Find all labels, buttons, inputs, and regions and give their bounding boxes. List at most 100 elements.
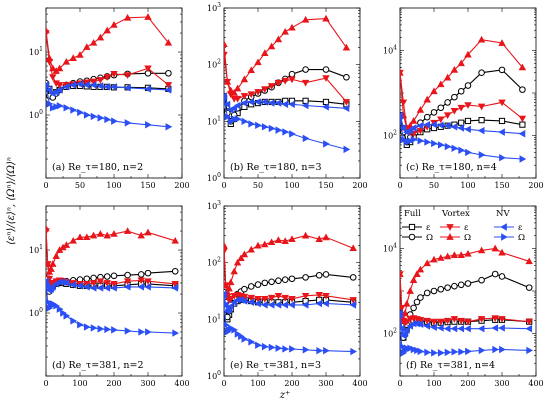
data-point: [82, 81, 90, 89]
legend-symbol-label: ε: [518, 223, 523, 233]
data-point: [302, 274, 309, 281]
plot-frame: [223, 7, 361, 179]
data-point: [478, 276, 485, 284]
legend-marker: [408, 233, 416, 241]
data-point: [275, 344, 283, 352]
legend-marker: [408, 223, 416, 231]
y-tick-label: 100: [29, 307, 43, 318]
data-point: [437, 318, 445, 326]
data-point: [89, 81, 97, 89]
data-point: [49, 300, 57, 308]
x-tick-label: 50: [75, 181, 85, 190]
data-point: [464, 117, 472, 125]
data-point: [437, 80, 445, 88]
data-point: [518, 115, 527, 123]
data-point: [416, 121, 424, 130]
data-point: [450, 107, 459, 115]
data-point: [281, 294, 289, 302]
data-point: [111, 326, 118, 334]
data-point: [248, 120, 256, 128]
data-point: [48, 283, 56, 291]
data-point: [400, 68, 404, 76]
data-point: [413, 270, 421, 277]
data-point: [525, 284, 533, 291]
data-point: [237, 254, 245, 262]
chart-panel-a: 0 50 100 150 200 100 101 (a) Re_τ=180, n=2: [29, 7, 190, 190]
data-point: [289, 345, 296, 353]
data-point: [464, 102, 472, 109]
data-point: [323, 346, 330, 355]
data-point: [406, 287, 414, 294]
data-point: [499, 154, 506, 162]
data-point: [400, 135, 408, 144]
data-point: [406, 121, 414, 129]
data-point: [103, 231, 111, 239]
data-point: [400, 124, 407, 132]
x-tick-label: 0: [43, 181, 48, 190]
data-point: [90, 112, 98, 121]
x-tick-label: 100: [72, 379, 87, 388]
data-point: [464, 50, 472, 58]
data-point: [261, 123, 269, 131]
data-point: [171, 237, 179, 244]
data-point: [281, 276, 289, 284]
data-point: [49, 64, 57, 72]
data-point: [430, 120, 437, 129]
data-point: [46, 82, 50, 88]
y-tick-label: 101: [29, 244, 43, 255]
y-tick-label: 100: [207, 172, 221, 183]
data-point: [255, 341, 262, 349]
x-tick-label: 100: [426, 379, 441, 388]
data-point: [260, 98, 268, 106]
panel-label: (b) Re_τ=180, n=3: [230, 162, 322, 173]
data-point: [498, 117, 506, 125]
panel-label: (d) Re_τ=381, n=2: [52, 360, 144, 371]
data-point: [49, 74, 57, 81]
data-point: [430, 323, 437, 331]
x-tick-label: 150: [318, 181, 333, 190]
legend-symbol-label: ε: [464, 223, 469, 233]
y-tick-label: 103: [207, 2, 221, 13]
data-point: [224, 321, 230, 328]
data-point: [227, 86, 235, 94]
data-point: [240, 75, 249, 83]
chart-panel-b: 0 50 100 150 200 100 101 102 103 (b) Re_τ=180, n=…: [207, 2, 368, 190]
data-point: [145, 121, 152, 129]
data-point: [247, 245, 255, 253]
data-point: [241, 117, 249, 126]
data-point: [417, 347, 425, 356]
data-point: [322, 75, 330, 82]
x-tick-label: 200: [460, 379, 475, 388]
data-point: [46, 26, 50, 34]
data-point: [267, 83, 276, 90]
data-point: [49, 260, 57, 267]
data-point: [261, 49, 269, 56]
data-point: [423, 113, 431, 121]
data-point: [498, 39, 506, 46]
data-point: [62, 241, 71, 248]
data-point: [83, 233, 91, 241]
data-point: [82, 283, 90, 291]
data-point: [145, 328, 152, 336]
data-point: [268, 278, 275, 286]
y-tick-label: 101: [207, 115, 221, 126]
x-tick-label: 0: [43, 379, 48, 388]
data-point: [430, 109, 438, 116]
data-point: [230, 267, 238, 275]
data-point: [83, 43, 91, 50]
data-point: [323, 140, 330, 148]
data-point: [526, 346, 534, 355]
data-point: [491, 244, 499, 252]
data-point: [83, 111, 91, 119]
y-tick-label: 104: [383, 45, 397, 56]
data-point: [171, 267, 179, 275]
legend-symbol-label: Ω: [426, 233, 433, 243]
data-point: [261, 279, 269, 287]
data-point: [281, 77, 289, 85]
data-point: [409, 276, 418, 284]
data-point: [450, 251, 459, 258]
data-point: [457, 251, 465, 258]
data-point: [458, 146, 466, 154]
x-tick-label: 300: [140, 379, 155, 388]
data-point: [288, 301, 295, 309]
